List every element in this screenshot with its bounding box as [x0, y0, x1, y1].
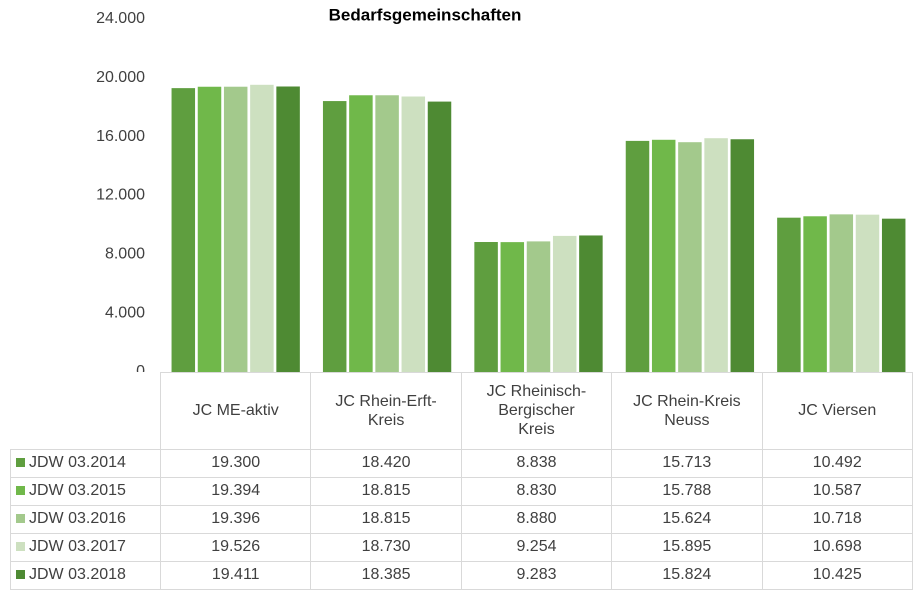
y-tick-label: 12.000 [96, 187, 145, 204]
bar [829, 214, 854, 372]
bar [427, 101, 452, 372]
table-value: 10.698 [761, 532, 913, 562]
header-row: JC ME-aktiv JC Rhein-Erft-Kreis JC Rheinis… [10, 372, 913, 450]
data-table: JC ME-aktiv JC Rhein-Erft-Kreis JC Rheinis… [10, 372, 913, 590]
table-value: 15.895 [611, 532, 763, 562]
table-value: 15.624 [611, 504, 763, 534]
table-value: 19.526 [159, 532, 312, 562]
bar [322, 101, 347, 372]
chart-title: Bedarfsgemeinschaften [329, 5, 522, 24]
bar [526, 241, 551, 372]
legend-label: JDW 03.2018 [29, 566, 126, 583]
bar [651, 139, 676, 372]
table-value: 9.254 [460, 532, 613, 562]
table-value: 10.425 [761, 560, 913, 590]
table-value: 10.718 [761, 504, 913, 534]
legend-cell: JDW 03.2018 [10, 560, 161, 590]
legend-swatch [16, 458, 25, 467]
category-label: JC Rhein-Kreis Neuss [611, 372, 763, 450]
table-value: 10.587 [761, 476, 913, 506]
legend-label: JDW 03.2015 [29, 482, 126, 499]
table-value: 19.396 [159, 504, 312, 534]
legend-cell: JDW 03.2016 [10, 504, 161, 534]
y-tick-label: 0 [136, 363, 145, 372]
bar [276, 86, 300, 372]
bar [777, 217, 801, 372]
data-row: JDW 03.2016 19.396 18.815 8.880 15.624 10.718 [10, 504, 913, 534]
y-tick-label: 16.000 [96, 128, 145, 145]
table-value: 10.492 [761, 448, 913, 478]
table-value: 8.830 [460, 476, 613, 506]
bar [803, 216, 827, 372]
bar [881, 218, 906, 372]
table-value: 18.730 [310, 532, 462, 562]
table-value: 15.824 [611, 560, 763, 590]
table-value: 19.300 [159, 448, 312, 478]
table-value: 18.815 [310, 476, 462, 506]
bar [500, 242, 525, 372]
legend-swatch [16, 486, 25, 495]
y-tick-label: 8.000 [105, 246, 145, 263]
bar [197, 86, 222, 372]
y-tick-label: 24.000 [96, 10, 145, 27]
table-value: 8.838 [460, 448, 613, 478]
table-value: 15.788 [611, 476, 763, 506]
legend-swatch [16, 570, 25, 579]
bar [171, 88, 196, 372]
data-row: JDW 03.2015 19.394 18.815 8.830 15.788 10.587 [10, 476, 913, 506]
table-value: 18.385 [310, 560, 462, 590]
corner-cell [10, 372, 161, 450]
table-value: 18.420 [310, 448, 462, 478]
data-row: JDW 03.2014 19.300 18.420 8.838 15.713 10.492 [10, 448, 913, 478]
legend-cell: JDW 03.2015 [10, 476, 161, 506]
legend-swatch [16, 542, 25, 551]
bar [349, 95, 373, 372]
bar [579, 235, 603, 372]
table-value: 9.283 [460, 560, 613, 590]
bar [250, 84, 274, 372]
legend-swatch [16, 514, 25, 523]
y-tick-label: 4.000 [105, 304, 145, 321]
bar [375, 95, 399, 372]
category-label: JC Viersen [761, 372, 913, 450]
bar [474, 242, 498, 372]
bar [704, 138, 728, 372]
legend-cell: JDW 03.2017 [10, 532, 161, 562]
legend-label: JDW 03.2014 [29, 454, 126, 471]
bar [855, 214, 880, 372]
y-tick-label: 20.000 [96, 69, 145, 86]
legend-label: JDW 03.2017 [29, 538, 126, 555]
bar [625, 140, 650, 372]
table-value: 15.713 [611, 448, 763, 478]
chart: Bedarfsgemeinschaften 0 4.000 8.000 12.000 1… [96, 5, 906, 372]
table-value: 19.411 [159, 560, 312, 590]
table-value: 8.880 [460, 504, 613, 534]
table-value: 19.394 [159, 476, 312, 506]
table-value: 18.815 [310, 504, 462, 534]
category-label: JC ME-aktiv [159, 372, 312, 450]
bar [730, 139, 755, 372]
legend-cell: JDW 03.2014 [10, 448, 161, 478]
bar [678, 142, 702, 372]
legend-label: JDW 03.2016 [29, 510, 126, 527]
data-row: JDW 03.2018 19.411 18.385 9.283 15.824 10.425 [10, 560, 913, 590]
bar [552, 235, 577, 372]
category-label: JC Rheinisch-Bergischer Kreis [460, 372, 613, 450]
data-row: JDW 03.2017 19.526 18.730 9.254 15.895 10.698 [10, 532, 913, 562]
category-label: JC Rhein-Erft-Kreis [310, 372, 462, 450]
bar [223, 86, 248, 372]
bar [401, 96, 426, 372]
